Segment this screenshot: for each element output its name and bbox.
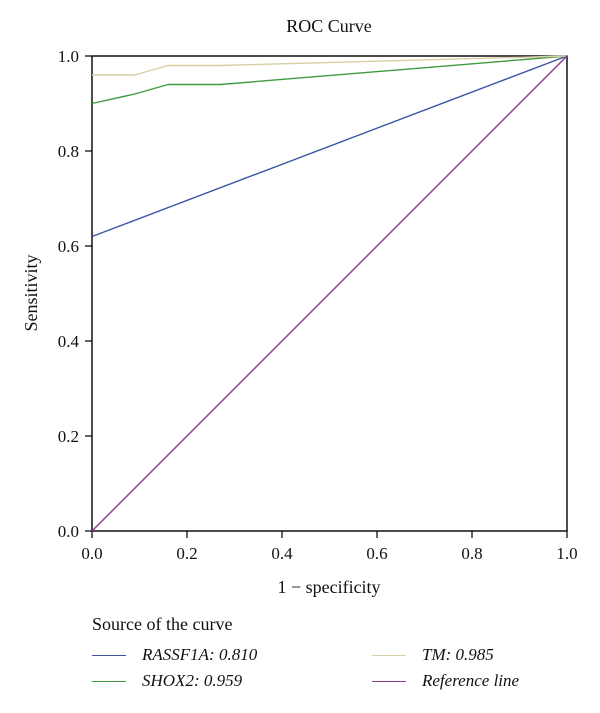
legend-swatch-tm [372,654,406,656]
series-line-reference [91,55,568,532]
x-axis-title: 1 − specificity [277,577,380,597]
legend-item-shox2: SHOX2: 0.959 [92,669,372,693]
x-tick-label-2: 0.4 [271,544,293,563]
y-tick-label-1: 0.2 [58,427,79,446]
legend-item-rassf1a: RASSF1A: 0.810 [92,643,372,667]
legend: Source of the curve RASSF1A: 0.810 TM: 0… [92,614,572,693]
y-axis-title: Sensitivity [21,254,41,331]
legend-label-shox2: SHOX2: 0.959 [142,671,243,690]
legend-swatch-shox2 [92,680,126,682]
y-tick-label-3: 0.6 [58,237,79,256]
x-tick-label-4: 0.8 [461,544,482,563]
series-line-shox2 [91,55,568,105]
legend-title: Source of the curve [92,614,233,634]
series-line-tm [92,55,568,76]
plot-area: 0.0 0.2 0.4 0.6 0.8 1.0 0.0 0.2 0.4 0.6 0.8 1.0 [58,47,578,563]
y-tick-label-4: 0.8 [58,142,79,161]
x-tick-label-5: 1.0 [556,544,577,563]
y-tick-label-2: 0.4 [58,332,80,351]
y-tick-label-0: 0.0 [58,522,79,541]
x-tick-label-1: 0.2 [176,544,197,563]
x-tick-label-3: 0.6 [366,544,387,563]
plot-frame [91,55,568,532]
legend-item-reference: Reference line [372,669,572,693]
legend-label-reference: Reference line [422,671,520,690]
series-line-rassf1a [91,55,568,238]
x-tick-label-0: 0.0 [81,544,102,563]
chart-title: ROC Curve [286,16,372,36]
legend-label-rassf1a: RASSF1A: 0.810 [142,645,258,664]
legend-swatch-reference [372,680,406,682]
legend-swatch-rassf1a [92,654,126,656]
y-tick-label-5: 1.0 [58,47,79,66]
legend-item-tm: TM: 0.985 [372,643,572,667]
legend-label-tm: TM: 0.985 [422,645,494,664]
legend-entries: RASSF1A: 0.810 TM: 0.985 SHOX2: 0.959 Re… [92,643,572,693]
